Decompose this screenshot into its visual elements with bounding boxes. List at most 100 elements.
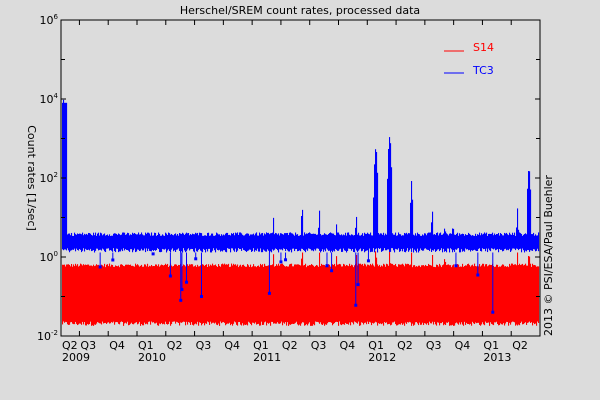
data-column (254, 266, 256, 324)
data-column (185, 266, 187, 326)
data-column (104, 233, 106, 252)
data-column (250, 264, 252, 324)
data-column (135, 263, 137, 323)
data-column (376, 152, 378, 249)
data-column (473, 266, 475, 324)
data-column (123, 232, 125, 249)
data-column (193, 266, 195, 326)
data-column (425, 233, 427, 249)
data-column (295, 264, 297, 323)
data-column (93, 264, 95, 326)
data-column (496, 264, 498, 322)
data-column (399, 264, 401, 325)
dip-point (454, 264, 458, 268)
data-column (441, 267, 443, 324)
data-column (318, 266, 320, 323)
data-column (162, 264, 164, 325)
data-column (369, 234, 371, 249)
data-column (526, 234, 528, 252)
data-column (118, 265, 120, 324)
data-column (195, 232, 197, 249)
data-column (281, 233, 283, 250)
data-column (451, 267, 453, 326)
data-column (436, 264, 438, 326)
data-column (452, 228, 454, 253)
data-column (316, 264, 318, 322)
data-column (144, 235, 146, 249)
data-column (137, 234, 139, 250)
data-column (236, 233, 238, 253)
data-column (227, 232, 229, 249)
data-column (191, 264, 193, 323)
data-column (448, 264, 450, 322)
data-column (312, 233, 314, 251)
data-column (247, 233, 249, 251)
data-column (500, 266, 502, 324)
data-column (299, 264, 301, 325)
data-column (140, 234, 142, 251)
data-column (345, 266, 347, 323)
data-column (280, 233, 282, 250)
data-column (220, 266, 222, 322)
data-column (366, 266, 368, 325)
data-column (419, 265, 421, 323)
data-column (205, 235, 207, 253)
data-column (395, 232, 397, 249)
data-column (165, 232, 167, 249)
data-column (296, 264, 298, 322)
data-column (390, 143, 392, 252)
data-column (499, 266, 501, 326)
data-column (510, 234, 512, 252)
data-column (278, 233, 280, 253)
data-column (72, 235, 74, 250)
data-column (218, 234, 220, 251)
data-column (501, 233, 503, 250)
data-column (384, 264, 386, 323)
data-column (436, 232, 438, 251)
data-column (464, 235, 466, 252)
data-column (157, 235, 159, 249)
data-column (404, 266, 406, 326)
data-column (93, 232, 95, 251)
data-column (429, 232, 431, 252)
data-column (485, 264, 487, 322)
data-column (200, 265, 202, 323)
data-column (154, 266, 156, 324)
data-column (261, 265, 263, 322)
data-column (279, 265, 281, 324)
data-column (534, 235, 536, 250)
data-column (394, 234, 396, 253)
data-column (379, 234, 381, 249)
data-column (349, 234, 351, 249)
data-column (367, 232, 369, 251)
data-column (413, 234, 415, 253)
data-column (475, 266, 477, 323)
data-column (530, 189, 532, 251)
data-column (77, 233, 79, 250)
data-column (217, 266, 219, 326)
data-column (209, 266, 211, 325)
data-column (493, 235, 495, 250)
data-column (258, 265, 260, 324)
legend-label-s14: S14 (473, 41, 494, 54)
data-column (260, 263, 262, 326)
data-column (362, 263, 364, 323)
data-column (121, 234, 123, 250)
data-column (342, 266, 344, 325)
data-column (215, 235, 217, 253)
data-column (344, 235, 346, 251)
data-column (328, 233, 330, 251)
data-column (407, 263, 409, 323)
data-column (200, 232, 202, 251)
data-column (173, 266, 175, 322)
data-column (119, 234, 121, 252)
data-column (259, 232, 261, 252)
data-column (266, 232, 268, 252)
data-column (87, 234, 89, 251)
data-column (158, 232, 160, 250)
data-column (523, 234, 525, 251)
data-column (82, 232, 84, 251)
data-column (176, 264, 178, 322)
data-column (258, 235, 260, 252)
data-column (256, 232, 258, 251)
